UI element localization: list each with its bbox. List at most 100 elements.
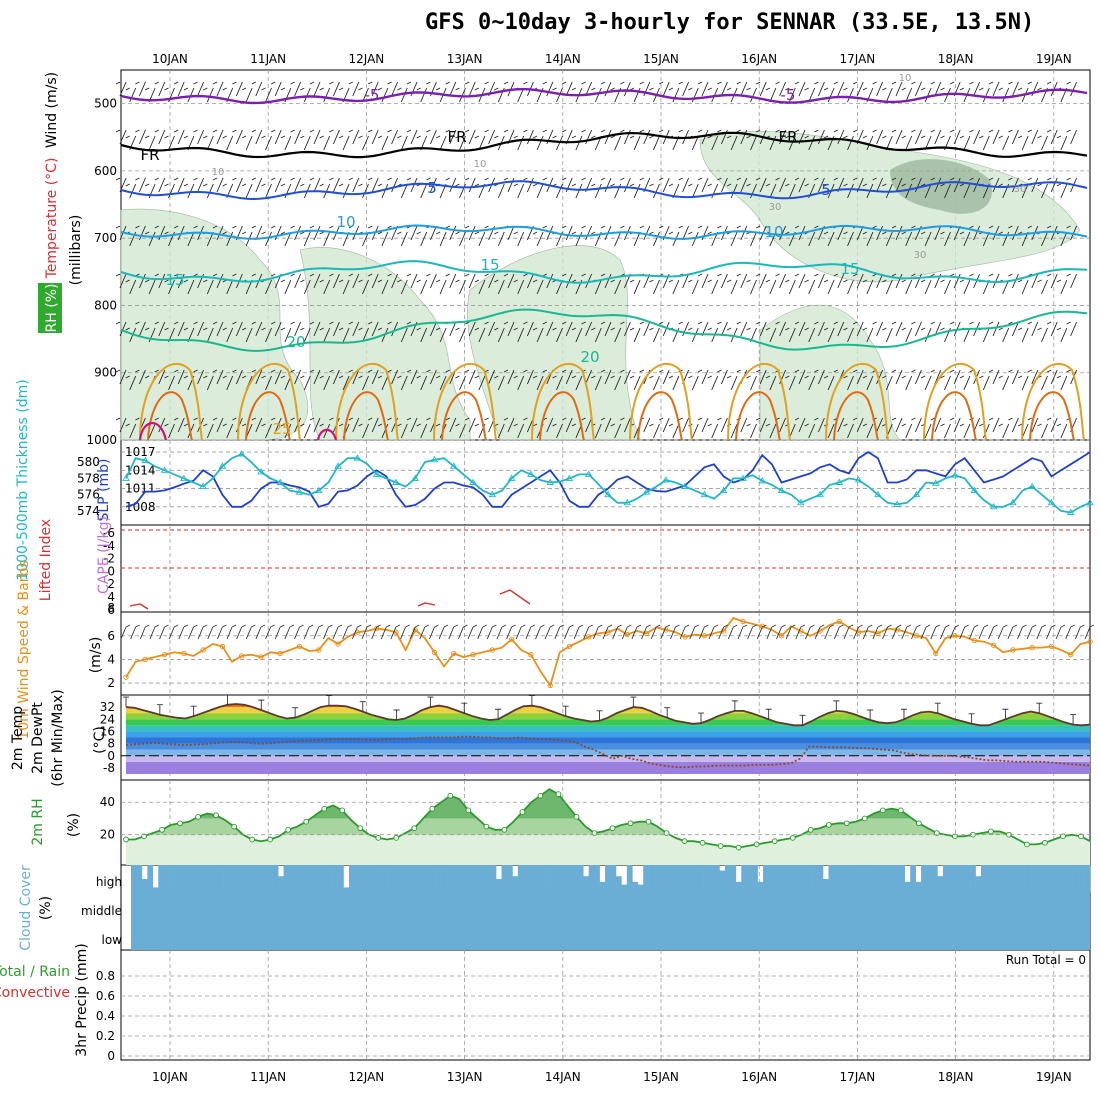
- contour-label: -5: [365, 86, 380, 104]
- temp-minmax-bar: [224, 694, 231, 705]
- wind-speed-point: [971, 637, 977, 644]
- thickness-marker: [469, 478, 477, 485]
- upper-air-wind-barb: [600, 81, 612, 97]
- precip-panel: 0.8 0.6 0.4 0.2 0 Run Total = 0: [96, 953, 1090, 1063]
- upper-air-wind-barb: [300, 231, 311, 247]
- cloud-high-bar: [550, 865, 557, 893]
- cloud-high-bar: [158, 865, 164, 893]
- upper-air-wind-barb: [814, 417, 825, 433]
- wind-barb: [727, 624, 738, 640]
- upper-air-wind-barb: [212, 177, 224, 193]
- wind-barb: [1055, 624, 1066, 640]
- upper-air-wind-barb: [445, 129, 457, 145]
- cloud-high-bar: [615, 876, 622, 893]
- wind-barb: [525, 624, 536, 640]
- rh-band-mid: [126, 818, 1090, 835]
- upper-air-wind-barb: [445, 177, 457, 193]
- upper-air-wind-barb: [154, 321, 166, 337]
- cloud-high-bar: [724, 865, 731, 893]
- upper-air-wind-barb: [746, 87, 757, 103]
- ylabel-precip: 3hr Precip (mm): [74, 943, 90, 1056]
- contour-label: 15: [480, 256, 499, 274]
- upper-air-wind-barb: [377, 375, 389, 391]
- date-label-bottom: 11JAN: [250, 1070, 286, 1084]
- cloud-high-bar: [561, 865, 568, 893]
- upper-air-wind-barb: [697, 81, 709, 97]
- upper-air-wind-barb: [852, 417, 864, 433]
- ylabel-wind: Wind (m/s): [44, 72, 60, 148]
- upper-air-wind-barb: [212, 321, 224, 337]
- thickness-marker: [160, 466, 169, 473]
- precip-tick: 0.6: [96, 989, 115, 1003]
- contour-30: [833, 391, 879, 441]
- ylabel-2m-temp: 2m Temp: [10, 706, 26, 770]
- wind-barb: [939, 624, 950, 640]
- upper-air-wind-barb: [765, 327, 777, 343]
- upper-air-wind-barb: [367, 129, 379, 145]
- temp-minmax-bar: [664, 707, 671, 718]
- upper-air-wind-barb: [649, 327, 660, 343]
- upper-air-wind-barb: [164, 423, 175, 439]
- wind-barb: [120, 624, 131, 640]
- upper-air-wind-barb: [794, 273, 806, 289]
- wind-speed-point: [1068, 652, 1074, 658]
- wind-barb: [843, 624, 854, 640]
- upper-air-wind-barb: [775, 81, 787, 97]
- wind-speed-point: [373, 626, 380, 632]
- upper-air-wind-barb: [251, 417, 263, 433]
- cloud-high-bar: [479, 865, 486, 893]
- cloud-high-bar: [1073, 865, 1080, 893]
- upper-air-wind-barb: [600, 273, 612, 289]
- upper-air-wind-barb: [300, 135, 311, 151]
- upper-air-wind-barb: [222, 135, 234, 151]
- cloud-high-bar: [523, 865, 530, 893]
- upper-air-wind-barb: [474, 375, 486, 391]
- cloud-high-bar: [610, 865, 617, 893]
- upper-air-wind-barb: [852, 273, 864, 289]
- ylabel-wind-units: (m/s): [88, 637, 104, 674]
- upper-air-wind-barb: [203, 375, 214, 391]
- upper-air-wind-barb: [173, 81, 185, 97]
- upper-air-wind-barb: [309, 417, 321, 433]
- upper-air-wind-barb: [843, 183, 854, 199]
- upper-air-wind-barb: [969, 81, 981, 97]
- upper-air-wind-barb: [629, 135, 641, 151]
- thickness-marker: [257, 468, 265, 475]
- cloud-high-bar: [1008, 865, 1015, 893]
- contour-label: 10: [212, 167, 225, 178]
- cloud-high-bar: [795, 865, 802, 893]
- precip-tick: 0.4: [96, 1009, 115, 1023]
- wind-barb: [901, 624, 912, 640]
- upper-air-wind-barb: [872, 81, 884, 97]
- upper-air-wind-barb: [833, 81, 845, 97]
- cloud-high-bar: [714, 865, 720, 893]
- upper-air-wind-barb: [862, 375, 874, 391]
- upper-air-wind-barb: [203, 279, 214, 295]
- upper-air-wind-barb: [241, 87, 253, 103]
- cloud-high-bar: [828, 865, 835, 893]
- upper-air-wind-barb: [319, 231, 331, 247]
- wind-speed-point: [778, 633, 785, 639]
- date-label-top: 17JAN: [840, 52, 876, 66]
- upper-air-wind-barb: [416, 231, 428, 247]
- upper-air-wind-barb: [455, 231, 466, 247]
- upper-air-wind-barb: [135, 177, 146, 193]
- rh-point: [321, 805, 328, 812]
- upper-air-wind-barb: [232, 369, 243, 385]
- cloud-high-bar: [975, 876, 982, 893]
- lifted-index-tick: 6: [107, 603, 115, 617]
- upper-air-wind-barb: [416, 183, 428, 199]
- slp-tick-label: 1011: [125, 482, 156, 496]
- temp-tick: 8: [107, 737, 115, 751]
- upper-air-wind-barb: [571, 375, 583, 391]
- upper-air-wind-barb: [697, 129, 709, 145]
- temp-tick: 32: [100, 700, 115, 714]
- wind-barb: [313, 624, 324, 640]
- upper-air-wind-barb: [503, 177, 515, 193]
- cloud-high-bar: [1002, 865, 1009, 893]
- wind-barb: [814, 624, 825, 640]
- upper-air-wind-barb: [329, 81, 340, 97]
- cloud-high-bar: [517, 865, 524, 893]
- upper-air-wind-barb: [1017, 279, 1029, 295]
- cloud-high-bar: [844, 865, 851, 893]
